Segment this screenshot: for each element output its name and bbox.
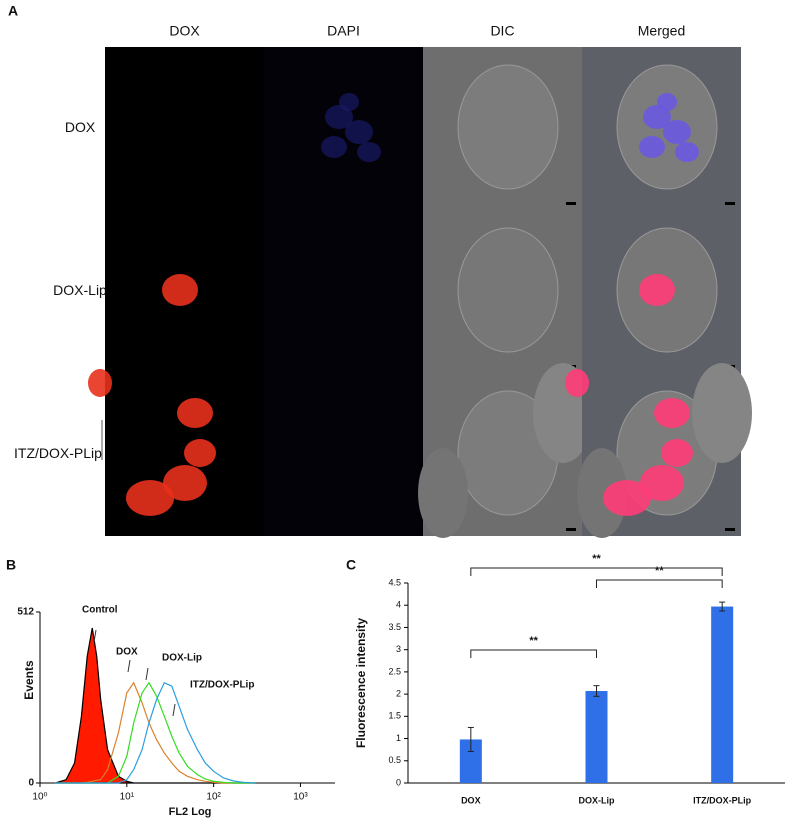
series-label: DOX [116,647,138,658]
panel-label: B [6,557,16,573]
nucleus [603,480,651,516]
cell-outline [692,363,752,463]
micrograph [264,210,423,373]
scale-bar [725,528,735,531]
x-axis-title: FL2 Log [169,806,212,818]
y-tick-label: 2.5 [388,666,401,676]
significance-label: ** [592,553,601,565]
y-tick-label: 512 [17,607,34,618]
column-header: DAPI [327,23,360,39]
significance-label: ** [529,635,538,647]
column-header: DOX [169,23,200,39]
micrograph [105,47,264,210]
significance-label: ** [655,565,664,577]
y-tick-label: 1.5 [388,711,401,721]
scale-bar [566,528,576,531]
y-tick-label: 3 [396,644,401,654]
row-label: DOX [65,119,96,135]
x-tick-label: 10³ [293,792,308,803]
nucleus [357,142,381,162]
nucleus [184,439,216,467]
nucleus [345,120,373,144]
y-tick-label: 3.5 [388,622,401,632]
nucleus [639,274,675,306]
column-header: Merged [638,23,685,39]
micrograph [423,47,582,210]
bar [459,739,482,783]
nucleus [675,142,699,162]
nucleus [88,369,112,397]
image-tile [105,47,264,210]
bar [711,606,734,783]
cell-outline [418,448,468,538]
x-tick-label: 10² [206,792,221,803]
micrograph [88,369,264,536]
series-label: ITZ/DOX-PLip [190,680,254,691]
label-leader [127,659,131,673]
micrograph [105,210,264,373]
significance-bracket [470,649,597,658]
nucleus [654,398,690,428]
nucleus [325,105,353,129]
nucleus [321,136,347,158]
micrograph [582,210,741,373]
y-axis-title: Fluorescence intensity [354,618,368,748]
histogram-curve [55,681,256,784]
y-tick-label: 4.5 [388,577,401,587]
label-leader [145,667,149,681]
nucleus [339,93,359,111]
series-label: Control [82,605,118,616]
scale-bar [566,202,576,205]
y-tick-label: 2 [396,688,401,698]
y-tick-label: 0 [396,777,401,787]
panel-label: C [346,557,356,573]
micrograph [565,363,752,538]
significance-bracket [470,567,723,576]
nucleus [661,439,693,467]
scale-bar [725,202,735,205]
nucleus [643,105,671,129]
y-tick-label: 0.5 [388,755,401,765]
nucleus [639,136,665,158]
nucleus [162,274,198,306]
nucleus [163,465,207,501]
x-tick-label: DOX-Lip [579,795,615,805]
image-tile [264,373,423,536]
micrograph [423,210,582,373]
micrograph [264,47,423,210]
panel-label: A [8,3,18,19]
cell-outline [577,448,627,538]
y-tick-label: 0 [28,778,34,789]
y-tick-label: 1 [396,733,401,743]
cell-outline [457,227,559,353]
cell-outline [457,64,559,190]
nucleus [657,93,677,111]
significance-bracket [596,579,723,588]
x-tick-label: ITZ/DOX-PLip [693,795,751,805]
y-tick-label: 4 [396,600,401,610]
x-tick-label: 10⁰ [32,792,47,803]
label-leader [93,629,97,643]
row-label: DOX-Lip [53,282,107,298]
row-label: ITZ/DOX-PLip [14,445,102,461]
x-tick-label: 10¹ [120,792,135,803]
label-leader [172,703,176,717]
bar [585,691,608,783]
image-tile [264,47,423,210]
micrograph [582,47,741,210]
image-tile [264,210,423,373]
micrograph [264,373,423,536]
nucleus [126,480,174,516]
column-header: DIC [490,23,514,39]
y-axis-title: Events [22,660,36,700]
micrograph [418,363,593,538]
series-label: DOX-Lip [162,653,202,664]
x-tick-label: DOX [461,795,481,805]
nucleus [565,369,589,397]
nucleus [663,120,691,144]
nucleus [640,465,684,501]
nucleus [177,398,213,428]
histogram-curve [55,682,256,784]
